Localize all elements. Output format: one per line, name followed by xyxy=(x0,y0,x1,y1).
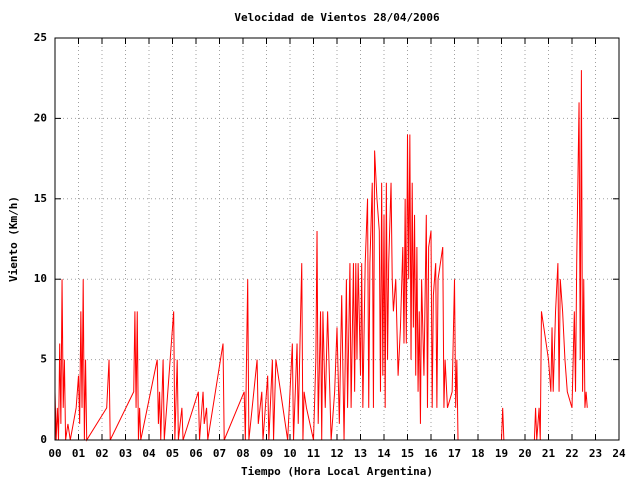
x-tick-label: 03 xyxy=(119,447,132,460)
x-tick-label: 00 xyxy=(48,447,61,460)
plot-frame xyxy=(54,37,620,441)
x-tick-label: 19 xyxy=(495,447,508,460)
x-tick-label: 12 xyxy=(330,447,343,460)
y-axis-label: Viento (Km/h) xyxy=(7,196,20,282)
x-tick-label: 20 xyxy=(518,447,531,460)
x-tick-label: 24 xyxy=(612,447,626,460)
x-tick-label: 06 xyxy=(189,447,203,460)
x-tick-label: 13 xyxy=(354,447,367,460)
x-axis-label: Tiempo (Hora Local Argentina) xyxy=(241,465,433,478)
x-tick-label: 21 xyxy=(542,447,556,460)
x-tick-label: 05 xyxy=(166,447,179,460)
x-tick-label: 23 xyxy=(589,447,602,460)
x-tick-label: 17 xyxy=(448,447,461,460)
x-tick-label: 07 xyxy=(213,447,226,460)
y-tick-label: 10 xyxy=(34,272,47,285)
x-tick-label: 08 xyxy=(236,447,249,460)
x-tick-label: 02 xyxy=(95,447,108,460)
y-tick-label: 20 xyxy=(34,111,47,124)
y-tick-label: 25 xyxy=(34,31,47,44)
x-tick-label: 15 xyxy=(401,447,414,460)
chart-title: Velocidad de Vientos 28/04/2006 xyxy=(234,11,440,24)
x-tick-label: 04 xyxy=(142,447,156,460)
x-tick-label: 11 xyxy=(307,447,321,460)
x-tick-label: 16 xyxy=(424,447,438,460)
x-tick-label: 22 xyxy=(565,447,578,460)
data-line xyxy=(54,70,588,442)
x-tick-label: 01 xyxy=(72,447,86,460)
y-tick-label: 0 xyxy=(40,433,47,446)
x-tick-label: 14 xyxy=(377,447,391,460)
y-tick-label: 15 xyxy=(34,192,47,205)
x-tick-label: 09 xyxy=(260,447,273,460)
x-tick-label: 18 xyxy=(471,447,484,460)
x-tick-label: 10 xyxy=(283,447,296,460)
y-tick-label: 5 xyxy=(40,353,47,366)
